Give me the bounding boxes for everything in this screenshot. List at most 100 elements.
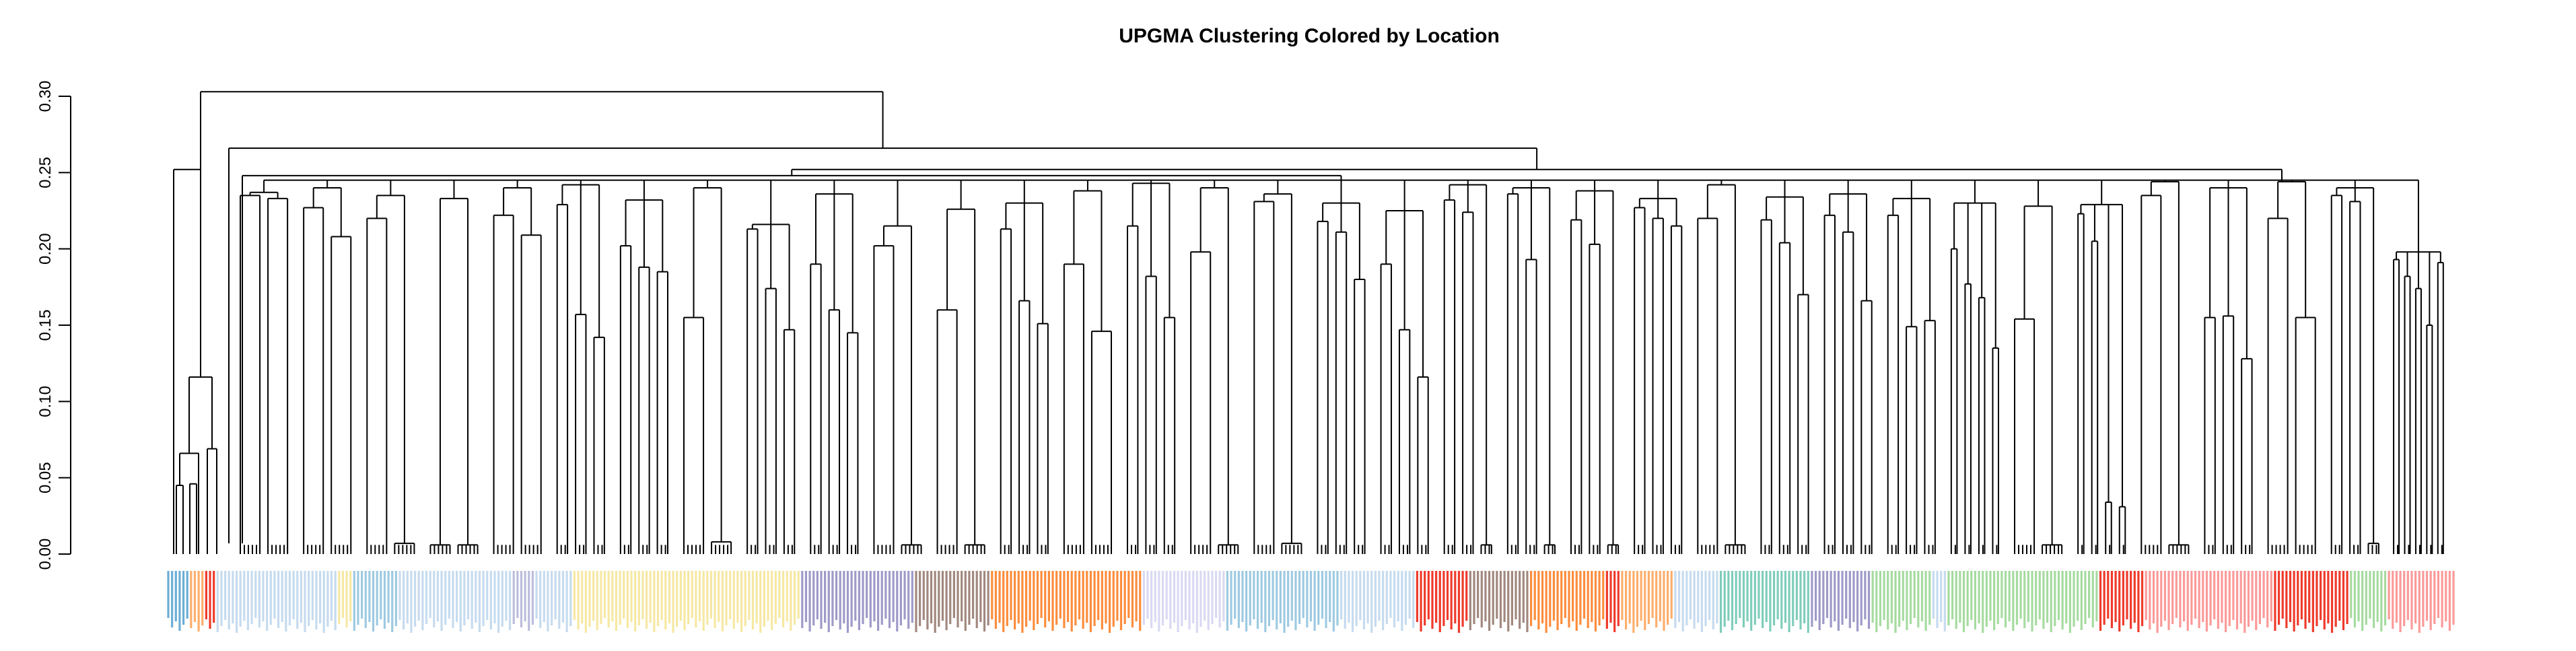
leaf-label — [744, 571, 746, 626]
leaf-label — [2186, 571, 2189, 631]
leaf-label — [831, 571, 834, 626]
leaf-label — [357, 571, 359, 625]
leaf-label — [345, 571, 348, 627]
leaf-label — [1461, 571, 1464, 627]
leaf-label — [2209, 571, 2212, 625]
leaf-label — [869, 571, 872, 627]
leaf-label — [2388, 571, 2390, 619]
leaf-label — [748, 571, 751, 620]
leaf-label — [1169, 571, 1172, 629]
leaf-label — [1685, 571, 1688, 625]
leaf-label — [1211, 571, 1214, 624]
leaf-label — [1712, 571, 1714, 629]
leaf-label — [1587, 571, 1589, 628]
leaf-label — [2038, 571, 2041, 619]
leaf-label — [1739, 571, 1741, 618]
leaf-label — [383, 571, 386, 629]
leaf-label — [413, 571, 417, 627]
leaf-label — [1290, 571, 1293, 621]
leaf-label — [1218, 571, 1221, 627]
leaf-label — [1792, 571, 1795, 626]
leaf-label — [1351, 571, 1354, 632]
leaf-label — [804, 571, 808, 622]
leaf-label — [888, 571, 891, 628]
leaf-label — [1401, 571, 1403, 631]
leaf-label — [1412, 571, 1415, 628]
leaf-label — [1359, 571, 1362, 620]
leaf-label — [896, 571, 899, 631]
leaf-label — [1667, 571, 1669, 625]
leaf-label — [2274, 571, 2276, 631]
leaf-label — [1465, 571, 1468, 621]
leaf-label — [573, 571, 576, 620]
leaf-label — [1700, 571, 1703, 632]
leaf-label — [1230, 571, 1232, 625]
leaf-label — [1845, 571, 1848, 619]
leaf-label — [2289, 571, 2292, 622]
leaf-label — [425, 571, 428, 624]
leaf-label — [1962, 571, 1965, 632]
leaf-label — [607, 571, 610, 627]
leaf-label — [2380, 571, 2383, 631]
leaf-label — [930, 571, 933, 623]
leaf-label — [516, 571, 519, 618]
leaf-label — [269, 571, 272, 625]
leaf-label — [1355, 571, 1358, 626]
leaf-label — [2255, 571, 2258, 630]
chart-title: UPGMA Clustering Colored by Location — [1119, 25, 1500, 47]
leaf-label — [964, 571, 967, 631]
leaf-label — [528, 571, 530, 631]
leaf-label — [691, 571, 693, 618]
leaf-label — [1427, 571, 1430, 619]
leaf-label — [1294, 571, 1297, 630]
leaf-label — [1503, 571, 1506, 622]
leaf-label — [304, 571, 306, 632]
leaf-label — [281, 571, 283, 622]
leaf-label — [611, 571, 614, 621]
leaf-label — [1978, 571, 1980, 623]
leaf-label — [1591, 571, 1593, 622]
leaf-label — [1598, 571, 1601, 625]
leaf-label — [1029, 571, 1031, 621]
leaf-label — [466, 571, 470, 619]
leaf-label — [330, 571, 333, 621]
leaf-label — [1348, 571, 1350, 623]
leaf-label — [641, 571, 644, 619]
leaf-label — [1704, 571, 1707, 626]
leaf-label — [1469, 571, 1471, 630]
leaf-label — [1928, 571, 1931, 625]
leaf-label — [884, 571, 887, 619]
leaf-label — [1890, 571, 1893, 623]
leaf-label — [2365, 571, 2367, 625]
leaf-label — [581, 571, 584, 623]
leaf-label — [1302, 571, 1304, 618]
leaf-label — [600, 571, 602, 624]
leaf-label — [1879, 571, 1882, 626]
leaf-label — [1014, 571, 1016, 629]
leaf-label — [1708, 571, 1711, 620]
leaf-label — [512, 571, 515, 624]
leaf-label — [2221, 571, 2223, 623]
leaf-label — [539, 571, 542, 628]
leaf-label — [2327, 571, 2330, 623]
leaf-label — [577, 571, 580, 629]
leaf-label — [174, 571, 177, 621]
leaf-label — [846, 571, 849, 633]
leaf-label — [543, 571, 545, 622]
leaf-label — [1089, 571, 1092, 632]
leaf-label — [1362, 571, 1366, 629]
leaf-label — [1951, 571, 1954, 619]
leaf-label — [2418, 571, 2421, 633]
leaf-label — [1446, 571, 1449, 620]
leaf-label — [634, 571, 637, 631]
leaf-label — [1996, 571, 1999, 624]
leaf-label — [2357, 571, 2360, 621]
leaf-label — [687, 571, 690, 624]
leaf-label — [2027, 571, 2029, 622]
leaf-label — [1450, 571, 1453, 629]
leaf-label — [421, 571, 424, 630]
leaf-label — [771, 571, 773, 630]
leaf-label — [801, 571, 804, 628]
leaf-label — [1234, 571, 1237, 619]
leaf-label — [656, 571, 660, 626]
